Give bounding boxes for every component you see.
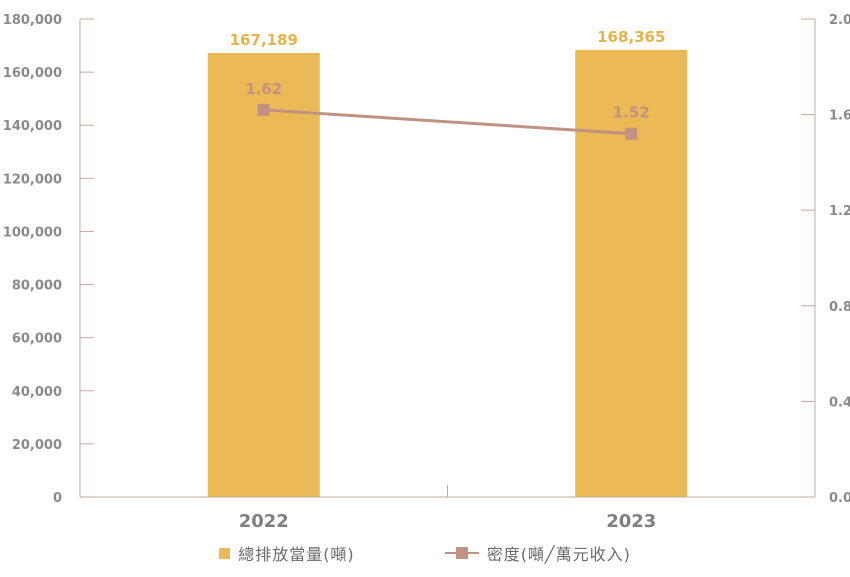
density-point (625, 127, 638, 140)
right-tick-label: 0.4 (829, 395, 850, 410)
right-tick-label: 1.6 (829, 109, 850, 124)
bar-2022 (207, 53, 320, 497)
left-tick-label: 120,000 (3, 172, 62, 187)
left-tick-label: 60,000 (12, 332, 62, 347)
left-tick-label: 100,000 (3, 225, 62, 240)
left-tick-label: 80,000 (12, 279, 62, 294)
legend: 總排放當量(噸) 密度(噸╱萬元收入) (0, 545, 850, 577)
x-tick-label: 2022 (239, 511, 289, 532)
left-tick-label: 160,000 (3, 66, 62, 81)
bar-value-label: 167,189 (230, 31, 298, 49)
density-line (263, 108, 632, 136)
density-value-label: 1.62 (245, 80, 282, 98)
right-tick-label: 2.0 (829, 13, 850, 28)
right-tick-label: 1.2 (829, 204, 850, 219)
left-tick-label: 40,000 (12, 385, 62, 400)
left-tick-label: 0 (53, 491, 62, 506)
legend-item-line: 密度(噸╱萬元收入) (444, 541, 631, 565)
right-tick-label: 0.8 (829, 300, 850, 315)
left-tick-label: 20,000 (12, 438, 62, 453)
legend-label-bar: 總排放當量(噸) (238, 545, 355, 564)
density-point (257, 103, 270, 116)
legend-swatch-bar (219, 547, 231, 559)
legend-item-bar: 總排放當量(噸) (219, 541, 355, 565)
bar-2023 (575, 49, 688, 497)
left-tick-label: 180,000 (3, 13, 62, 28)
density-value-label: 1.52 (613, 104, 650, 122)
legend-label-line: 密度(噸╱萬元收入) (486, 545, 631, 564)
x-tick-label: 2023 (606, 511, 656, 532)
bar-value-label: 168,365 (597, 28, 665, 46)
left-tick-label: 140,000 (3, 119, 62, 134)
legend-swatch-line (444, 547, 479, 559)
right-tick-label: 0.0 (829, 491, 850, 506)
